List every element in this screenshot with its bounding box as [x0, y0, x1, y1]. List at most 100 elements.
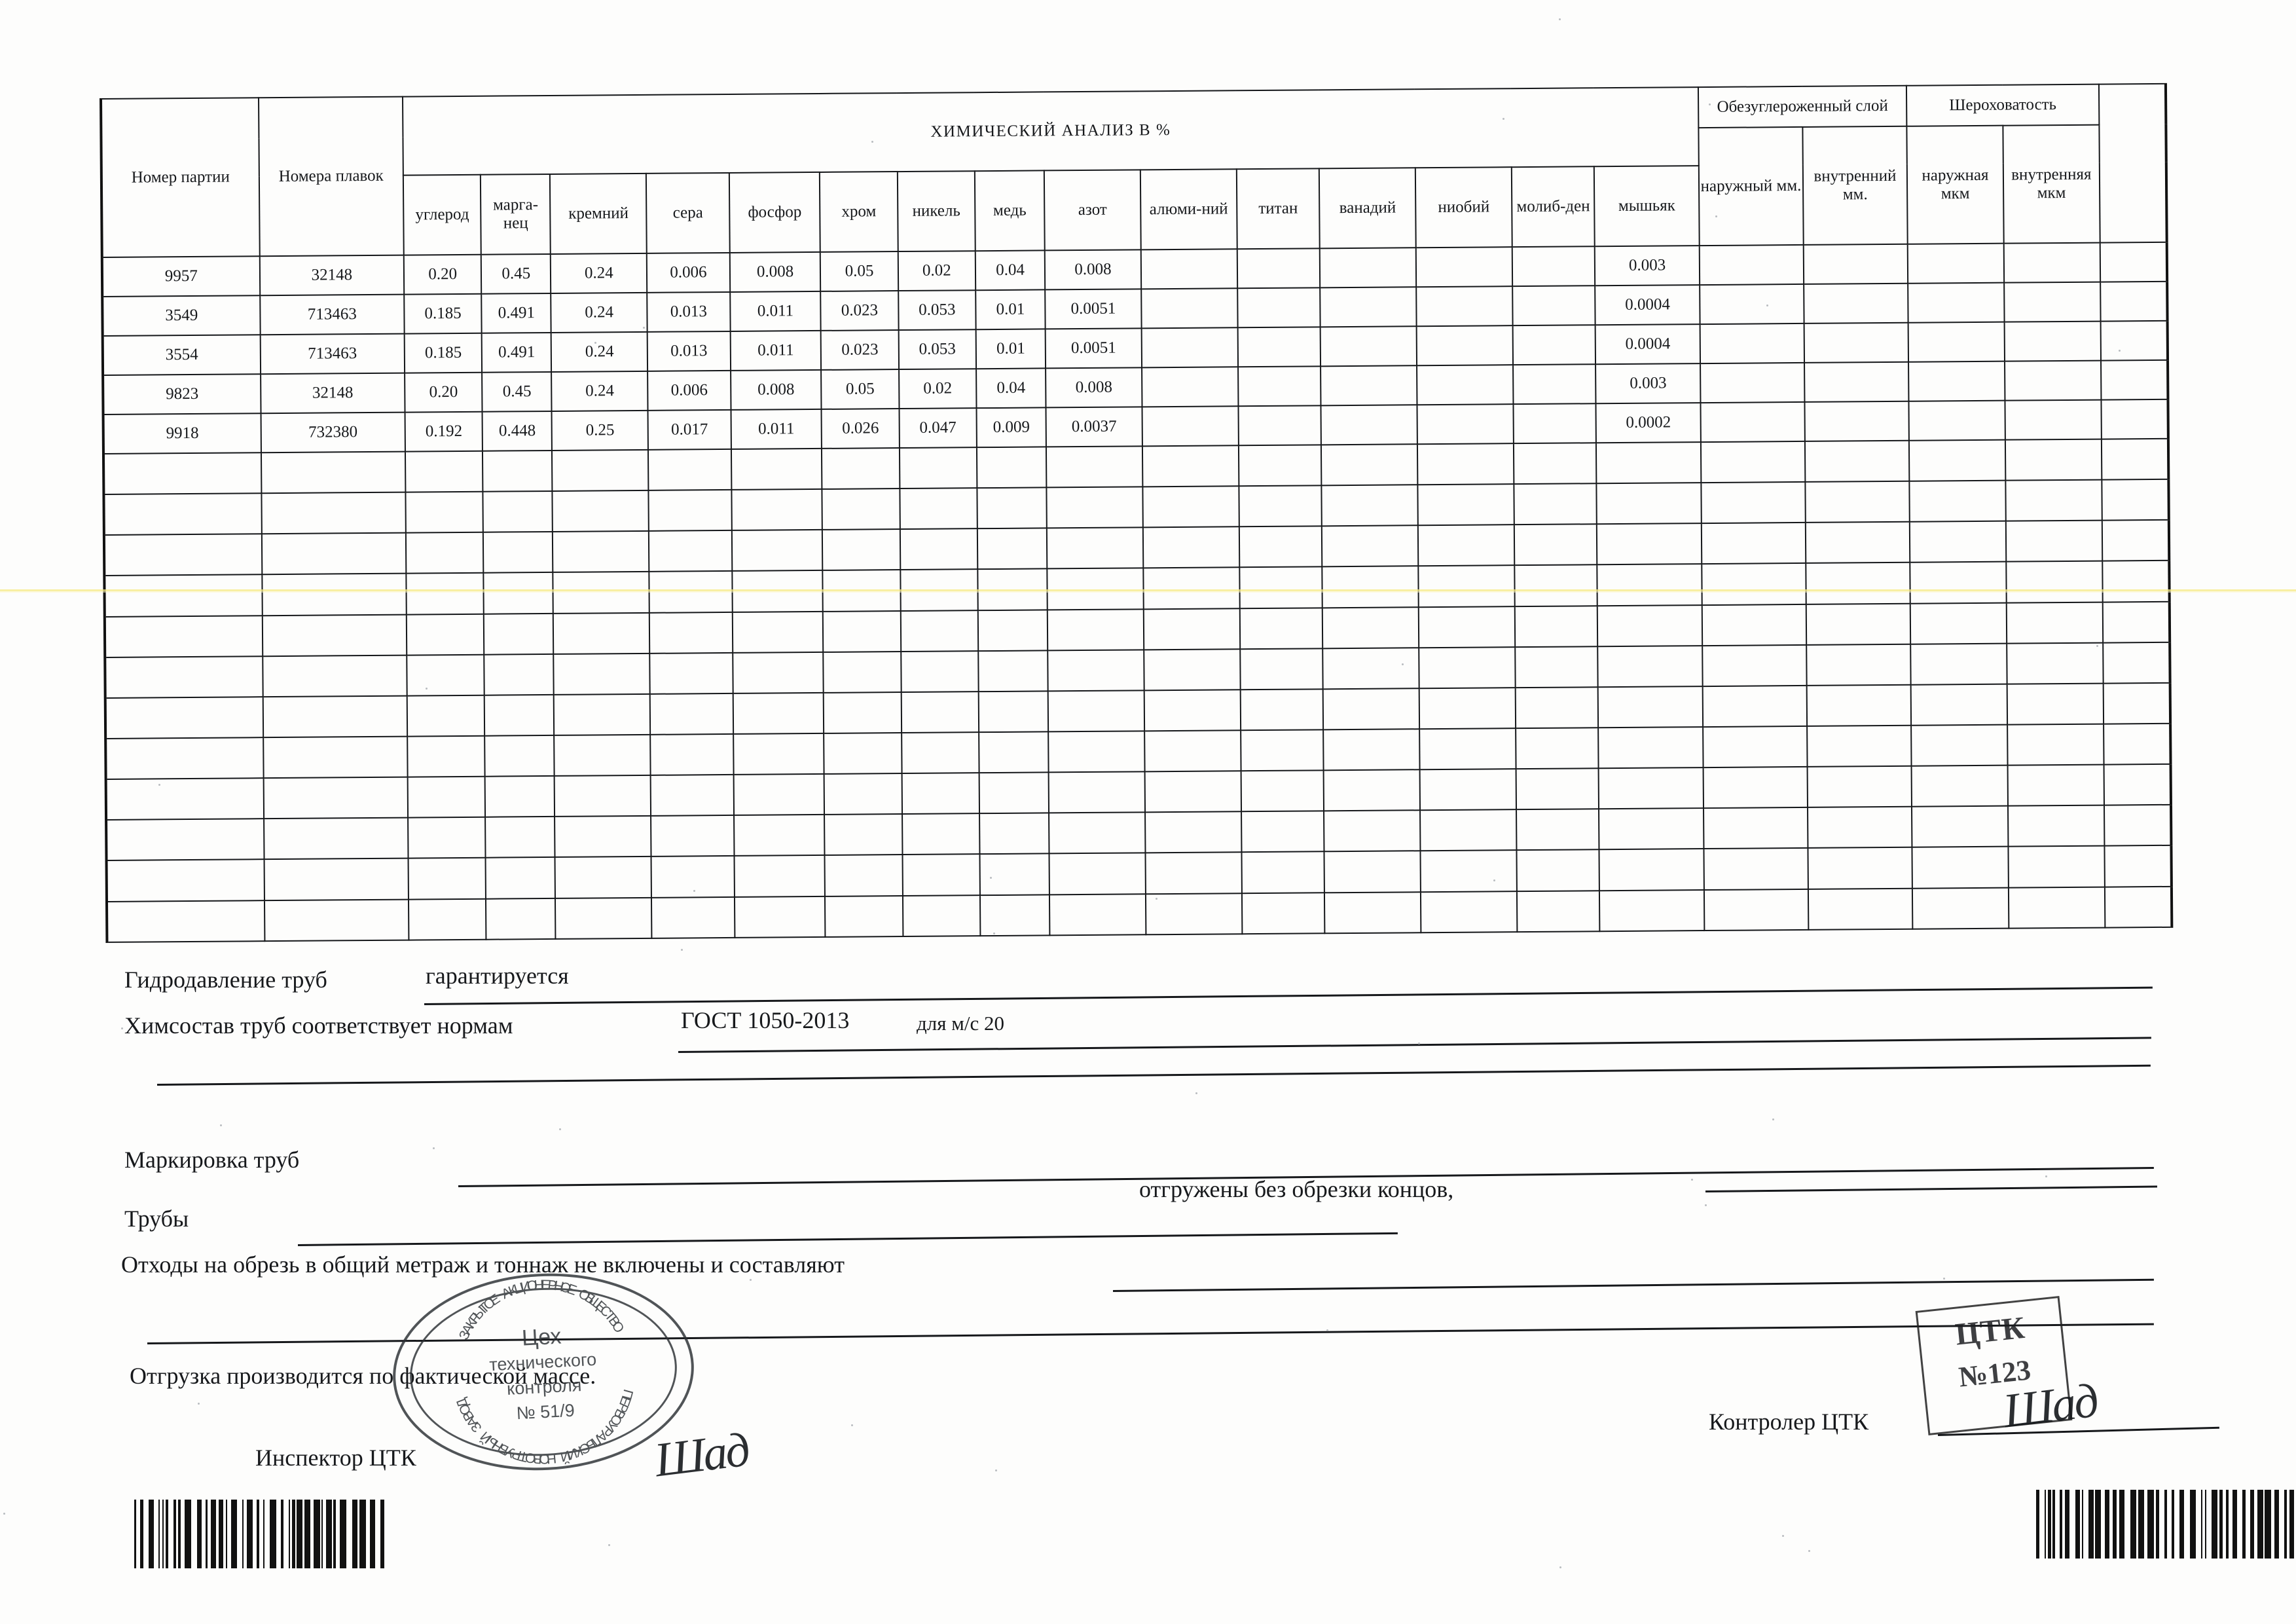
cell-empty — [902, 895, 981, 937]
scan-speck — [2096, 645, 2098, 647]
cell-empty — [484, 735, 555, 777]
cell-empty — [106, 900, 265, 942]
cell-empty — [733, 815, 825, 857]
cell-empty — [977, 609, 1048, 651]
cell-empty — [1240, 689, 1324, 731]
cell-empty — [1808, 847, 1913, 889]
cell-empty — [1807, 725, 1912, 767]
cell-niobium — [1417, 404, 1514, 445]
scan-speck — [2045, 1175, 2047, 1177]
col-header-aluminium: алюми-ний — [1140, 169, 1237, 250]
cell-empty — [1324, 891, 1421, 934]
cell-empty — [1239, 485, 1322, 527]
cell-empty — [1239, 566, 1323, 608]
cell-empty — [824, 733, 902, 775]
cell-empty — [1704, 848, 1808, 890]
cell-rough-outer — [1908, 400, 2005, 441]
cell-empty — [2007, 764, 2104, 806]
cell-empty — [2005, 520, 2103, 563]
cell-empty — [1911, 724, 2008, 766]
cell-empty — [1048, 690, 1145, 732]
cell-empty — [732, 652, 824, 693]
scan-speck — [559, 1128, 561, 1130]
cell-empty — [824, 814, 903, 856]
cell-empty — [483, 572, 554, 614]
cell-empty — [484, 776, 555, 818]
cell-empty — [1806, 644, 1911, 686]
cell-molybdenum — [1512, 286, 1596, 326]
cell-nitrogen: 0.0051 — [1045, 289, 1142, 329]
scan-speck — [1715, 215, 1717, 217]
cell-empty — [1322, 688, 1420, 730]
cell-empty — [651, 815, 735, 857]
cell-carbon: 0.185 — [404, 333, 483, 373]
cell-empty — [1323, 769, 1421, 811]
cell-empty — [1419, 646, 1516, 689]
cell-empty — [1417, 525, 1515, 566]
cell-molybdenum — [1512, 325, 1596, 365]
cell-empty — [978, 691, 1049, 733]
cell-carbon: 0.20 — [403, 254, 482, 295]
cell-empty — [1144, 690, 1241, 731]
cell-empty — [1596, 483, 1702, 525]
cell-empty — [900, 528, 978, 570]
cell-empty — [1516, 849, 1600, 891]
cell-empty — [1046, 487, 1143, 528]
cell-titanium — [1237, 287, 1321, 328]
cell-empty — [1421, 891, 1518, 933]
col-header-nickel: никель — [897, 171, 975, 252]
cell-nickel: 0.047 — [899, 408, 977, 448]
cell-empty — [2008, 887, 2105, 929]
cell-heat-no: 32148 — [259, 255, 405, 296]
cell-batch-no: 3549 — [102, 295, 261, 336]
cell-phosphorus: 0.011 — [729, 291, 822, 331]
cell-empty — [1597, 604, 1703, 646]
cell-empty — [553, 531, 649, 573]
cell-empty — [900, 650, 979, 692]
cell-nickel: 0.02 — [898, 369, 977, 409]
cell-empty — [1599, 889, 1705, 932]
cell-empty — [106, 819, 264, 861]
scan-speck — [750, 1279, 752, 1281]
cell-empty — [1516, 728, 1599, 769]
cell-empty — [824, 692, 902, 733]
cell-empty — [262, 614, 407, 656]
scan-speck — [1808, 1550, 1810, 1552]
cell-empty — [1702, 604, 1807, 646]
cell-empty — [1240, 729, 1324, 771]
cell-empty — [1909, 439, 2006, 481]
cell-empty — [822, 489, 900, 530]
cell-empty — [1419, 728, 1516, 770]
cell-empty — [1323, 729, 1420, 771]
cell-empty — [1515, 646, 1599, 688]
scan-speck — [851, 1424, 853, 1426]
cell-empty — [408, 817, 486, 859]
cell-silicon: 0.25 — [551, 410, 649, 451]
cell-empty — [1241, 851, 1325, 893]
cell-empty — [1321, 485, 1418, 526]
col-header-arsenic: мышьяк — [1594, 166, 1700, 247]
scan-speck — [693, 890, 695, 892]
scan-speck — [1782, 1535, 1784, 1537]
chem-norms-value-suffix: для м/с 20 — [917, 1012, 1004, 1035]
cell-phosphorus: 0.011 — [730, 330, 822, 371]
cell-empty — [1419, 688, 1516, 729]
cell-empty — [1805, 481, 1910, 523]
col-header-heat-no: Номера плавок — [258, 96, 404, 257]
cell-empty — [1516, 890, 1600, 932]
cell-empty — [1515, 687, 1599, 729]
cell-empty — [1597, 523, 1702, 565]
cell-empty — [733, 733, 825, 775]
cell-empty — [1910, 602, 2007, 644]
cell-arsenic: 0.0002 — [1595, 403, 1701, 443]
cell-empty — [1049, 893, 1146, 936]
scan-speck — [426, 688, 428, 690]
cell-empty — [2007, 805, 2105, 847]
cell-empty — [734, 896, 826, 938]
marking-label: Маркировка труб — [124, 1147, 300, 1173]
cell-empty — [1420, 850, 1517, 892]
cell-empty — [264, 858, 409, 900]
cell-empty — [733, 774, 825, 816]
